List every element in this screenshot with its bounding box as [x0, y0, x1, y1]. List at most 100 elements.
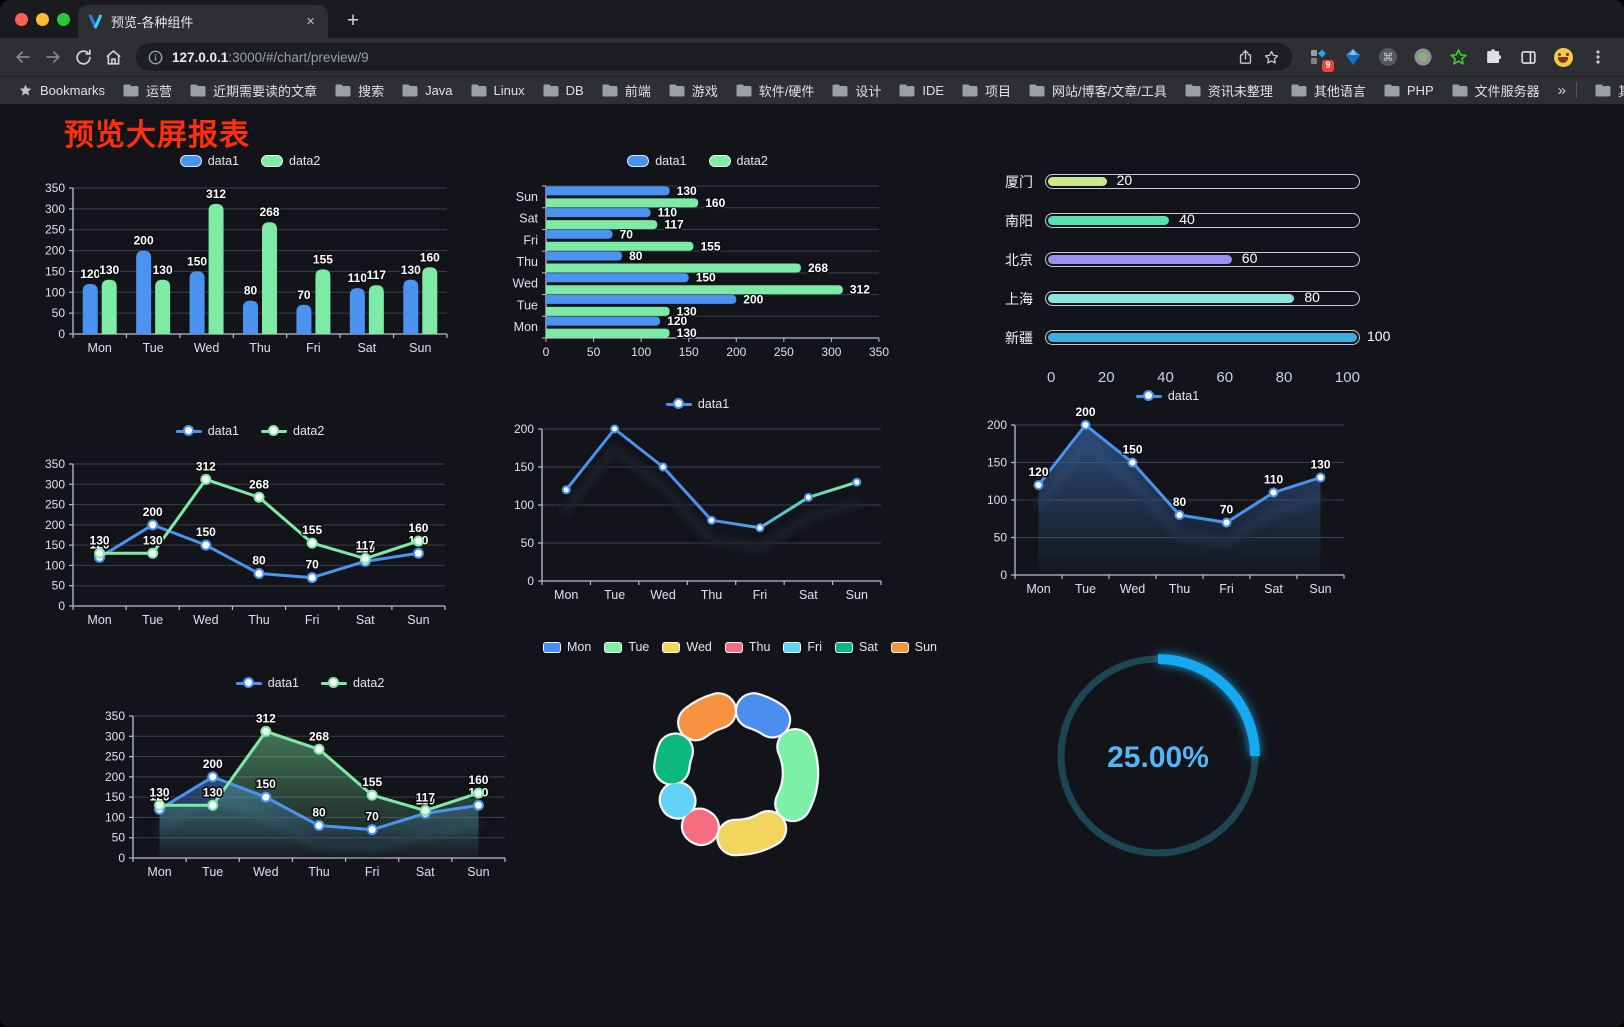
bookmark-folder-item[interactable]: 近期需要读的文章: [182, 78, 325, 103]
close-window-button[interactable]: [15, 13, 28, 26]
command-circle-extension-icon[interactable]: ⌘: [1376, 45, 1400, 69]
record-circle-extension-icon[interactable]: [1411, 45, 1435, 69]
bookmark-folder-item[interactable]: Java: [394, 80, 460, 101]
svg-text:Sat: Sat: [357, 341, 376, 355]
donut-pie-chart[interactable]: Mon Tue Wed Thu Fri Sat Sun: [542, 636, 937, 878]
legend-item[interactable]: data1: [665, 397, 729, 411]
svg-text:Sat: Sat: [799, 588, 818, 602]
bookmark-folder-item[interactable]: 运营: [115, 78, 180, 103]
chart-legend[interactable]: data1 data2: [95, 672, 525, 694]
forward-button[interactable]: [38, 42, 68, 72]
svg-text:Fri: Fri: [523, 233, 538, 247]
bookmark-folder-item[interactable]: IDE: [891, 80, 952, 101]
legend-item[interactable]: data1: [179, 154, 239, 168]
bookmark-folder-item[interactable]: 前端: [594, 78, 659, 103]
bookmark-folder-item[interactable]: PHP: [1376, 80, 1442, 101]
folder-icon: [1384, 84, 1400, 96]
new-tab-button[interactable]: +: [346, 9, 360, 32]
svg-text:117: 117: [664, 218, 684, 232]
chart-legend[interactable]: data1: [975, 385, 1360, 407]
bookmark-folder-item[interactable]: 网站/博客/文章/工具: [1021, 78, 1175, 103]
minimize-window-button[interactable]: [36, 13, 49, 26]
share-icon[interactable]: [1237, 49, 1254, 66]
svg-text:130: 130: [150, 785, 170, 799]
chart-legend[interactable]: Mon Tue Wed Thu Fri Sat Sun: [542, 636, 937, 658]
folder-icon: [335, 84, 351, 96]
legend-item[interactable]: data2: [708, 154, 768, 168]
legend-item[interactable]: Sat: [835, 640, 878, 654]
svg-text:Sun: Sun: [516, 190, 538, 204]
legend-item[interactable]: Fri: [783, 640, 822, 654]
bookmark-folder-item[interactable]: 项目: [954, 78, 1019, 103]
svg-text:130: 130: [677, 304, 697, 318]
reload-button[interactable]: [68, 42, 98, 72]
svg-text:130: 130: [153, 263, 173, 277]
svg-text:110: 110: [1264, 473, 1284, 487]
bookmark-folder-item[interactable]: 其他语言: [1283, 78, 1374, 103]
chart-legend[interactable]: data1 data2: [35, 420, 465, 442]
capsule-row: 南阳 40: [975, 201, 1360, 240]
bookmark-folder-item[interactable]: 软件/硬件: [728, 78, 823, 103]
puzzle-extension-icon[interactable]: [1481, 45, 1505, 69]
svg-text:Thu: Thu: [701, 588, 723, 602]
chart-legend[interactable]: data1 data2: [35, 150, 465, 172]
url-text[interactable]: 127.0.0.1:3000/#/chart/preview/9: [172, 49, 369, 65]
area-line-chart[interactable]: data1 0 50 100 150 200 Mon Tue Wed Thu Fri Sat Sun 12…: [975, 385, 1360, 603]
folder-icon: [602, 84, 618, 96]
legend-item[interactable]: data1: [627, 154, 687, 168]
browser-menu-icon[interactable]: [1586, 45, 1610, 69]
blue-diamond-extension-icon[interactable]: [1341, 45, 1365, 69]
legend-item[interactable]: Wed: [662, 640, 712, 654]
legend-item[interactable]: data2: [321, 676, 384, 690]
home-button[interactable]: [98, 42, 128, 72]
multi-line-chart[interactable]: data1 data2 0 50 100 150 200 250 300 350 Mon Tue Wed…: [35, 420, 465, 638]
capsule-bar-chart[interactable]: 厦门 20 南阳 40 北京 60 上海 80 新疆 100 0 20 40 60 80 100: [975, 150, 1390, 386]
svg-text:150: 150: [256, 777, 276, 791]
legend-item[interactable]: data1: [1135, 389, 1199, 403]
bookmark-folder-item[interactable]: Linux: [463, 80, 533, 101]
bookmarks-overflow-chevron[interactable]: »: [1557, 81, 1567, 99]
zoom-window-button[interactable]: [57, 13, 70, 26]
legend-item[interactable]: Sun: [890, 640, 937, 654]
legend-item[interactable]: data1: [175, 424, 239, 438]
bookmark-folder-item[interactable]: 游戏: [661, 78, 726, 103]
bookmark-folder-item[interactable]: 设计: [824, 78, 889, 103]
svg-text:Wed: Wed: [513, 277, 539, 291]
page-title: 预览大屏报表: [64, 119, 250, 152]
back-button[interactable]: [8, 42, 38, 72]
site-info-icon[interactable]: [148, 50, 163, 65]
side-panel-icon[interactable]: [1516, 45, 1540, 69]
svg-text:Mon: Mon: [87, 613, 111, 627]
other-bookmarks-item[interactable]: 其他书签: [1587, 78, 1624, 103]
legend-item[interactable]: data2: [261, 424, 324, 438]
browser-tab[interactable]: 预览-各种组件 ×: [78, 5, 328, 38]
bookmark-folder-item[interactable]: DB: [535, 80, 592, 101]
bookmarks-manager-item[interactable]: Bookmarks: [10, 80, 113, 101]
legend-item[interactable]: Mon: [542, 640, 591, 654]
legend-item[interactable]: Tue: [604, 640, 649, 654]
svg-text:200: 200: [514, 422, 534, 436]
chart-legend[interactable]: data1 data2: [500, 150, 895, 172]
svg-text:100: 100: [514, 498, 534, 512]
green-star-extension-icon[interactable]: [1446, 45, 1470, 69]
gradient-line-chart[interactable]: data1 0 50 100 150 200 Mon Tue Wed Thu Fri Sat Sun: [500, 393, 895, 611]
grouped-bar-chart[interactable]: data1 data2 0 50 100 150 200 250 300 350 Mon Tue Wed…: [35, 150, 465, 362]
progress-gauge-chart[interactable]: 25.00%: [1040, 638, 1280, 878]
address-bar[interactable]: 127.0.0.1:3000/#/chart/preview/9: [136, 43, 1292, 71]
bookmark-folder-item[interactable]: 搜索: [327, 78, 392, 103]
chart-legend[interactable]: data1: [500, 393, 895, 415]
bookmark-star-icon[interactable]: [1263, 49, 1280, 66]
bento-grid-extension-icon[interactable]: 9: [1306, 45, 1334, 72]
tab-close-icon[interactable]: ×: [306, 13, 315, 30]
capsule-x-axis: 0 20 40 60 80 100: [1047, 369, 1360, 386]
legend-item[interactable]: data2: [261, 154, 320, 168]
bookmark-folder-item[interactable]: 文件服务器: [1444, 78, 1548, 103]
legend-item[interactable]: data1: [235, 676, 299, 690]
profile-avatar-emoji[interactable]: [1551, 45, 1575, 69]
horizontal-bar-chart[interactable]: data1 data2 Sun Sat Fri Thu Wed Tue Mon 0 50 100 150…: [500, 150, 895, 368]
multi-area-chart[interactable]: data1 data2 0 50 100 150 200 250 300 350 Mon Tue Wed…: [95, 672, 525, 890]
tab-strip: 预览-各种组件 × +: [0, 0, 1624, 38]
legend-item[interactable]: Thu: [724, 640, 770, 654]
bookmark-folder-item[interactable]: 资讯未整理: [1177, 78, 1281, 103]
svg-text:120: 120: [667, 314, 687, 328]
